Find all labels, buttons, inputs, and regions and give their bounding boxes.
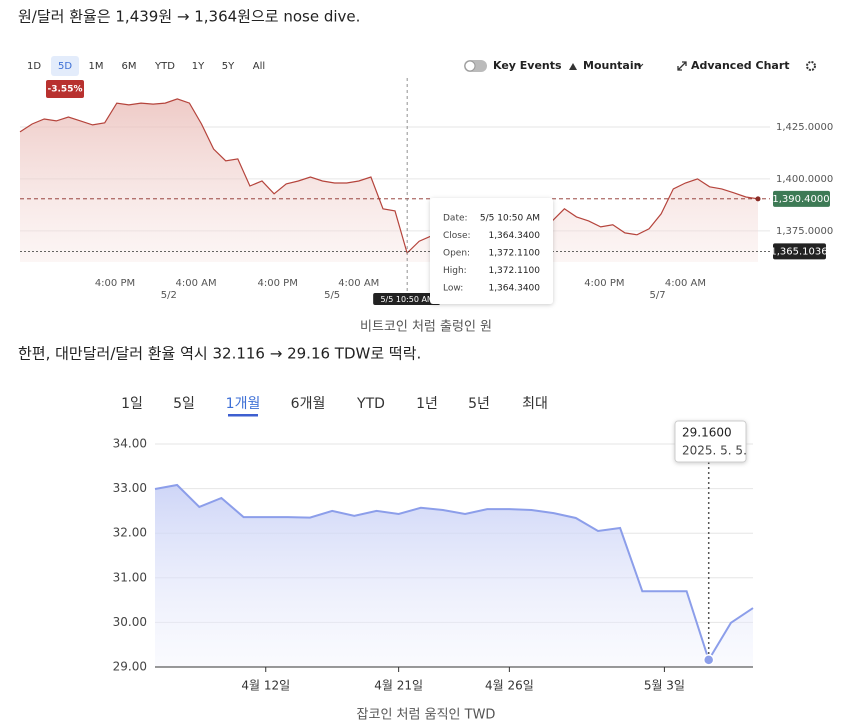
tab[interactable]: YTD <box>154 61 175 72</box>
chevron <box>636 63 644 68</box>
caption: 비트코인 처럼 출렁인 원 <box>360 320 492 335</box>
tab[interactable]: 6M <box>122 61 137 72</box>
crosshair-label: 5/5 10:50 AM <box>380 295 433 304</box>
tooltip-value: 1,364.3400 <box>488 284 540 294</box>
x-tick-label: 4:00 PM <box>95 278 135 289</box>
x-date-label: 5/2 <box>161 290 177 301</box>
tab[interactable]: 1년 <box>416 396 438 412</box>
toolbar-button[interactable]: Key Events <box>493 59 562 72</box>
x-tick-label: 4월 12일 <box>241 679 290 693</box>
tab[interactable]: YTD <box>356 396 385 412</box>
tab[interactable]: 1D <box>27 61 41 72</box>
x-tick-label: 4:00 PM <box>584 278 624 289</box>
last-value-label: 1,390.4000 <box>772 194 829 205</box>
tab[interactable]: 1개월 <box>226 396 261 412</box>
tab[interactable]: 5일 <box>173 396 195 412</box>
tooltip-key: Open: <box>443 249 470 259</box>
settings-icon[interactable] <box>806 61 816 71</box>
tooltip-value: 1,372.1100 <box>488 249 540 259</box>
tooltip-key: Date: <box>443 214 468 224</box>
tab[interactable]: 1M <box>89 61 104 72</box>
x-date-label: 5/7 <box>650 290 666 301</box>
line <box>154 483 754 663</box>
last-value-box <box>773 190 830 207</box>
y-tick-label: 32.00 <box>113 526 147 540</box>
low-value-box <box>773 243 826 260</box>
expand-icon <box>677 61 687 71</box>
tooltip <box>674 420 747 463</box>
tooltip <box>430 198 553 304</box>
x-tick-label: 5월 3일 <box>644 679 685 693</box>
area <box>20 98 758 263</box>
x-tick-label: 4:00 PM <box>258 278 298 289</box>
mountain-icon <box>569 63 577 70</box>
x-date-label: 5/5 <box>324 290 340 301</box>
tab[interactable]: 5D <box>58 61 72 72</box>
tab[interactable]: 1Y <box>192 61 205 72</box>
low-value-label: 1,365.1036 <box>770 246 827 257</box>
y-tick-label: 1,425.0000 <box>776 122 833 133</box>
tooltip-key: Close: <box>443 231 471 241</box>
x-tick-label: 4월 26일 <box>485 679 534 693</box>
tooltip-value: 29.1600 <box>682 426 732 440</box>
y-tick-label: 30.00 <box>113 615 147 629</box>
x-tick-label: 4:00 AM <box>665 278 706 289</box>
tab[interactable]: 1일 <box>121 396 143 412</box>
line <box>19 98 759 255</box>
y-tick-label: 33.00 <box>113 481 147 495</box>
tab[interactable]: 최대 <box>522 396 548 412</box>
tooltip-key: Low: <box>443 284 463 294</box>
y-tick-label: 31.00 <box>113 570 147 584</box>
tooltip-date: 2025. 5. 5. <box>682 444 747 458</box>
change-badge-text: -3.55% <box>48 85 83 95</box>
y-tick-label: 29.00 <box>113 660 147 674</box>
paragraph: 한편, 대만달러/달러 환율 역시 32.116 → 29.16 TDW로 떡락… <box>18 345 421 363</box>
paragraph: 원/달러 환율은 1,439원 → 1,364원으로 nose dive. <box>18 8 360 26</box>
y-tick-label: 34.00 <box>113 437 147 451</box>
tab[interactable]: 5년 <box>468 396 490 412</box>
toolbar-button[interactable]: Mountain <box>583 59 641 72</box>
last-point <box>755 196 761 202</box>
tab[interactable]: 6개월 <box>291 396 326 412</box>
toolbar-button[interactable]: Advanced Chart <box>691 59 790 72</box>
y-tick-label: 1,375.0000 <box>776 226 833 237</box>
tab-highlight <box>51 56 79 76</box>
highlight-point <box>702 654 715 666</box>
tooltip-value: 1,372.1100 <box>488 266 540 276</box>
x-tick-label: 4월 21일 <box>374 679 423 693</box>
tooltip-value: 5/5 10:50 AM <box>480 214 540 224</box>
crosshair-label-box <box>373 293 441 305</box>
caption: 잡코인 처럼 움직인 TWD <box>357 708 496 723</box>
tab-underline <box>228 414 258 417</box>
tooltip-value: 1,364.3400 <box>488 231 540 241</box>
toggle-knob <box>464 60 476 72</box>
change-badge <box>46 80 84 98</box>
x-tick-label: 4:00 AM <box>338 278 379 289</box>
tab[interactable]: 5Y <box>222 61 235 72</box>
tab[interactable]: All <box>253 61 265 72</box>
tooltip-key: High: <box>443 266 467 276</box>
y-tick-label: 1,400.0000 <box>776 174 833 185</box>
x-tick-label: 4:00 AM <box>175 278 216 289</box>
